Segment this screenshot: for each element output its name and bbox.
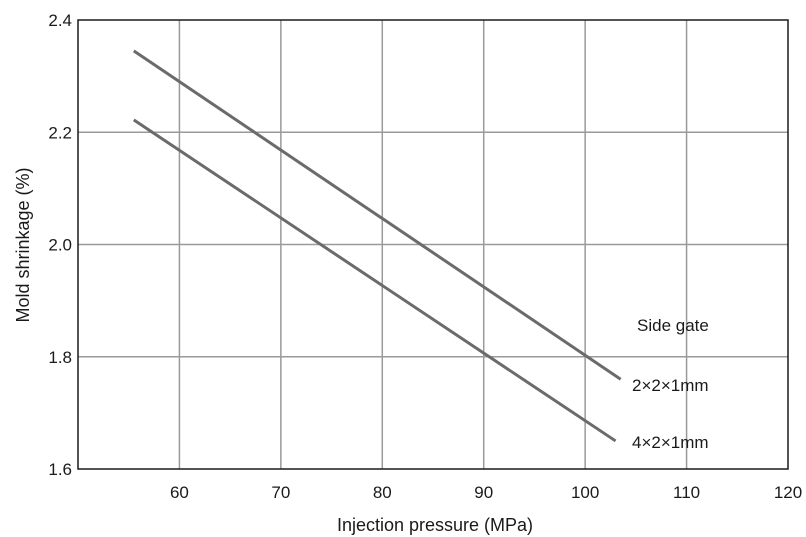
y-tick-labels: 1.6 1.8 2.0 2.2 2.4 <box>48 11 72 479</box>
series-line-2 <box>132 118 617 443</box>
series-label-4x2x1: 4×2×1mm <box>632 433 709 452</box>
y-tick-label: 2.2 <box>48 123 72 142</box>
series-label-2x2x1: 2×2×1mm <box>632 376 709 395</box>
x-tick-label: 90 <box>474 483 493 502</box>
x-tick-labels: 60 70 80 90 100 110 120 <box>170 483 802 502</box>
x-axis-label: Injection pressure (MPa) <box>337 515 533 535</box>
x-tick-label: 100 <box>571 483 599 502</box>
y-tick-label: 1.6 <box>48 460 72 479</box>
x-tick-label: 70 <box>271 483 290 502</box>
y-tick-label: 2.4 <box>48 11 72 30</box>
y-tick-label: 2.0 <box>48 236 72 255</box>
x-tick-label: 80 <box>373 483 392 502</box>
grid <box>78 20 788 469</box>
y-tick-label: 1.8 <box>48 348 72 367</box>
legend-title: Side gate <box>637 316 709 335</box>
x-tick-label: 110 <box>673 483 700 502</box>
plot-frame <box>77 19 789 470</box>
x-tick-label: 60 <box>170 483 189 502</box>
y-axis-label: Mold shrinkage (%) <box>13 167 33 322</box>
series-line-1 <box>132 49 622 381</box>
series-lines <box>132 49 622 443</box>
x-tick-label: 120 <box>774 483 802 502</box>
